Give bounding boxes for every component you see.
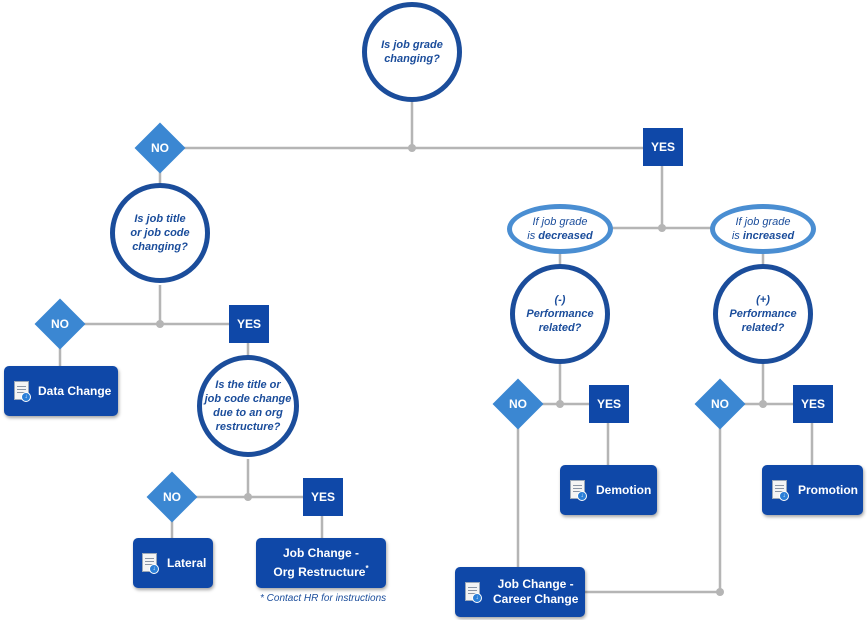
yes-box-negative-performance: YES xyxy=(589,385,629,423)
footnote-marker: * xyxy=(365,564,369,573)
condition-text: is xyxy=(731,230,743,242)
question-text: Performance xyxy=(729,308,797,320)
outcome-demotion: ↓ Demotion xyxy=(560,465,657,515)
outcome-data-change: ↓ Data Change xyxy=(4,366,118,416)
outcome-promotion: ↓ Promotion xyxy=(762,465,863,515)
yes-box-title-code: YES xyxy=(229,305,269,343)
question-positive-performance: (+) Performance related? xyxy=(713,264,813,364)
outcome-label: Promotion xyxy=(798,483,858,497)
question-grade-changing: Is job grade changing? xyxy=(362,2,462,102)
yes-box-grade: YES xyxy=(643,128,683,166)
outcome-job-change-career-change: ↓ Job Change - Career Change xyxy=(455,567,585,617)
document-download-icon: ↓ xyxy=(14,381,31,402)
outcome-label: Demotion xyxy=(596,483,652,497)
document-download-icon: ↓ xyxy=(570,480,587,501)
question-text: job code change xyxy=(204,393,292,405)
question-text: Is job title xyxy=(134,213,186,225)
condition-keyword: increased xyxy=(742,230,795,242)
document-download-icon: ↓ xyxy=(465,582,482,603)
outcome-label: Job Change - xyxy=(497,577,574,591)
question-text: or job code xyxy=(130,227,190,239)
question-text: changing? xyxy=(384,53,440,65)
outcome-label: Career Change xyxy=(493,592,579,606)
question-text: restructure? xyxy=(215,421,281,433)
question-text: due to an org xyxy=(213,407,283,419)
condition-text: If job grade xyxy=(532,216,588,228)
condition-text: is xyxy=(527,230,539,242)
question-negative-performance: (-) Performance related? xyxy=(510,264,610,364)
no-label: NO xyxy=(711,397,729,411)
question-title-code-changing: Is job title or job code changing? xyxy=(110,183,210,283)
question-text: Performance xyxy=(526,308,594,320)
question-text: Is job grade xyxy=(381,39,443,51)
question-text: changing? xyxy=(132,241,188,253)
question-text: (-) xyxy=(554,294,566,306)
condition-grade-increased: If job grade is increased xyxy=(710,204,816,254)
outcome-label: Data Change xyxy=(38,384,112,398)
question-text: Is the title or xyxy=(215,379,281,391)
condition-text: If job grade xyxy=(735,216,791,228)
question-text: related? xyxy=(538,322,582,334)
question-org-restructure: Is the title or job code change due to a… xyxy=(197,355,299,457)
yes-box-org-restructure: YES xyxy=(303,478,343,516)
outcome-job-change-org-restructure: Job Change - Org Restructure* xyxy=(256,538,386,588)
yes-box-positive-performance: YES xyxy=(793,385,833,423)
no-label: NO xyxy=(163,490,181,504)
outcome-label: Lateral xyxy=(167,556,207,570)
document-download-icon: ↓ xyxy=(772,480,789,501)
question-text: related? xyxy=(741,322,785,334)
outcome-label: Org Restructure xyxy=(273,565,366,579)
no-label: NO xyxy=(509,397,527,411)
outcome-lateral: ↓ Lateral xyxy=(133,538,213,588)
footnote: * Contact HR for instructions xyxy=(260,593,387,604)
outcome-label: Job Change - xyxy=(282,546,359,560)
no-label: NO xyxy=(51,317,69,331)
question-text: (+) xyxy=(756,294,770,306)
document-download-icon: ↓ xyxy=(142,553,159,574)
condition-grade-decreased: If job grade is decreased xyxy=(507,204,613,254)
condition-keyword: decreased xyxy=(538,230,593,242)
no-label: NO xyxy=(151,141,169,155)
